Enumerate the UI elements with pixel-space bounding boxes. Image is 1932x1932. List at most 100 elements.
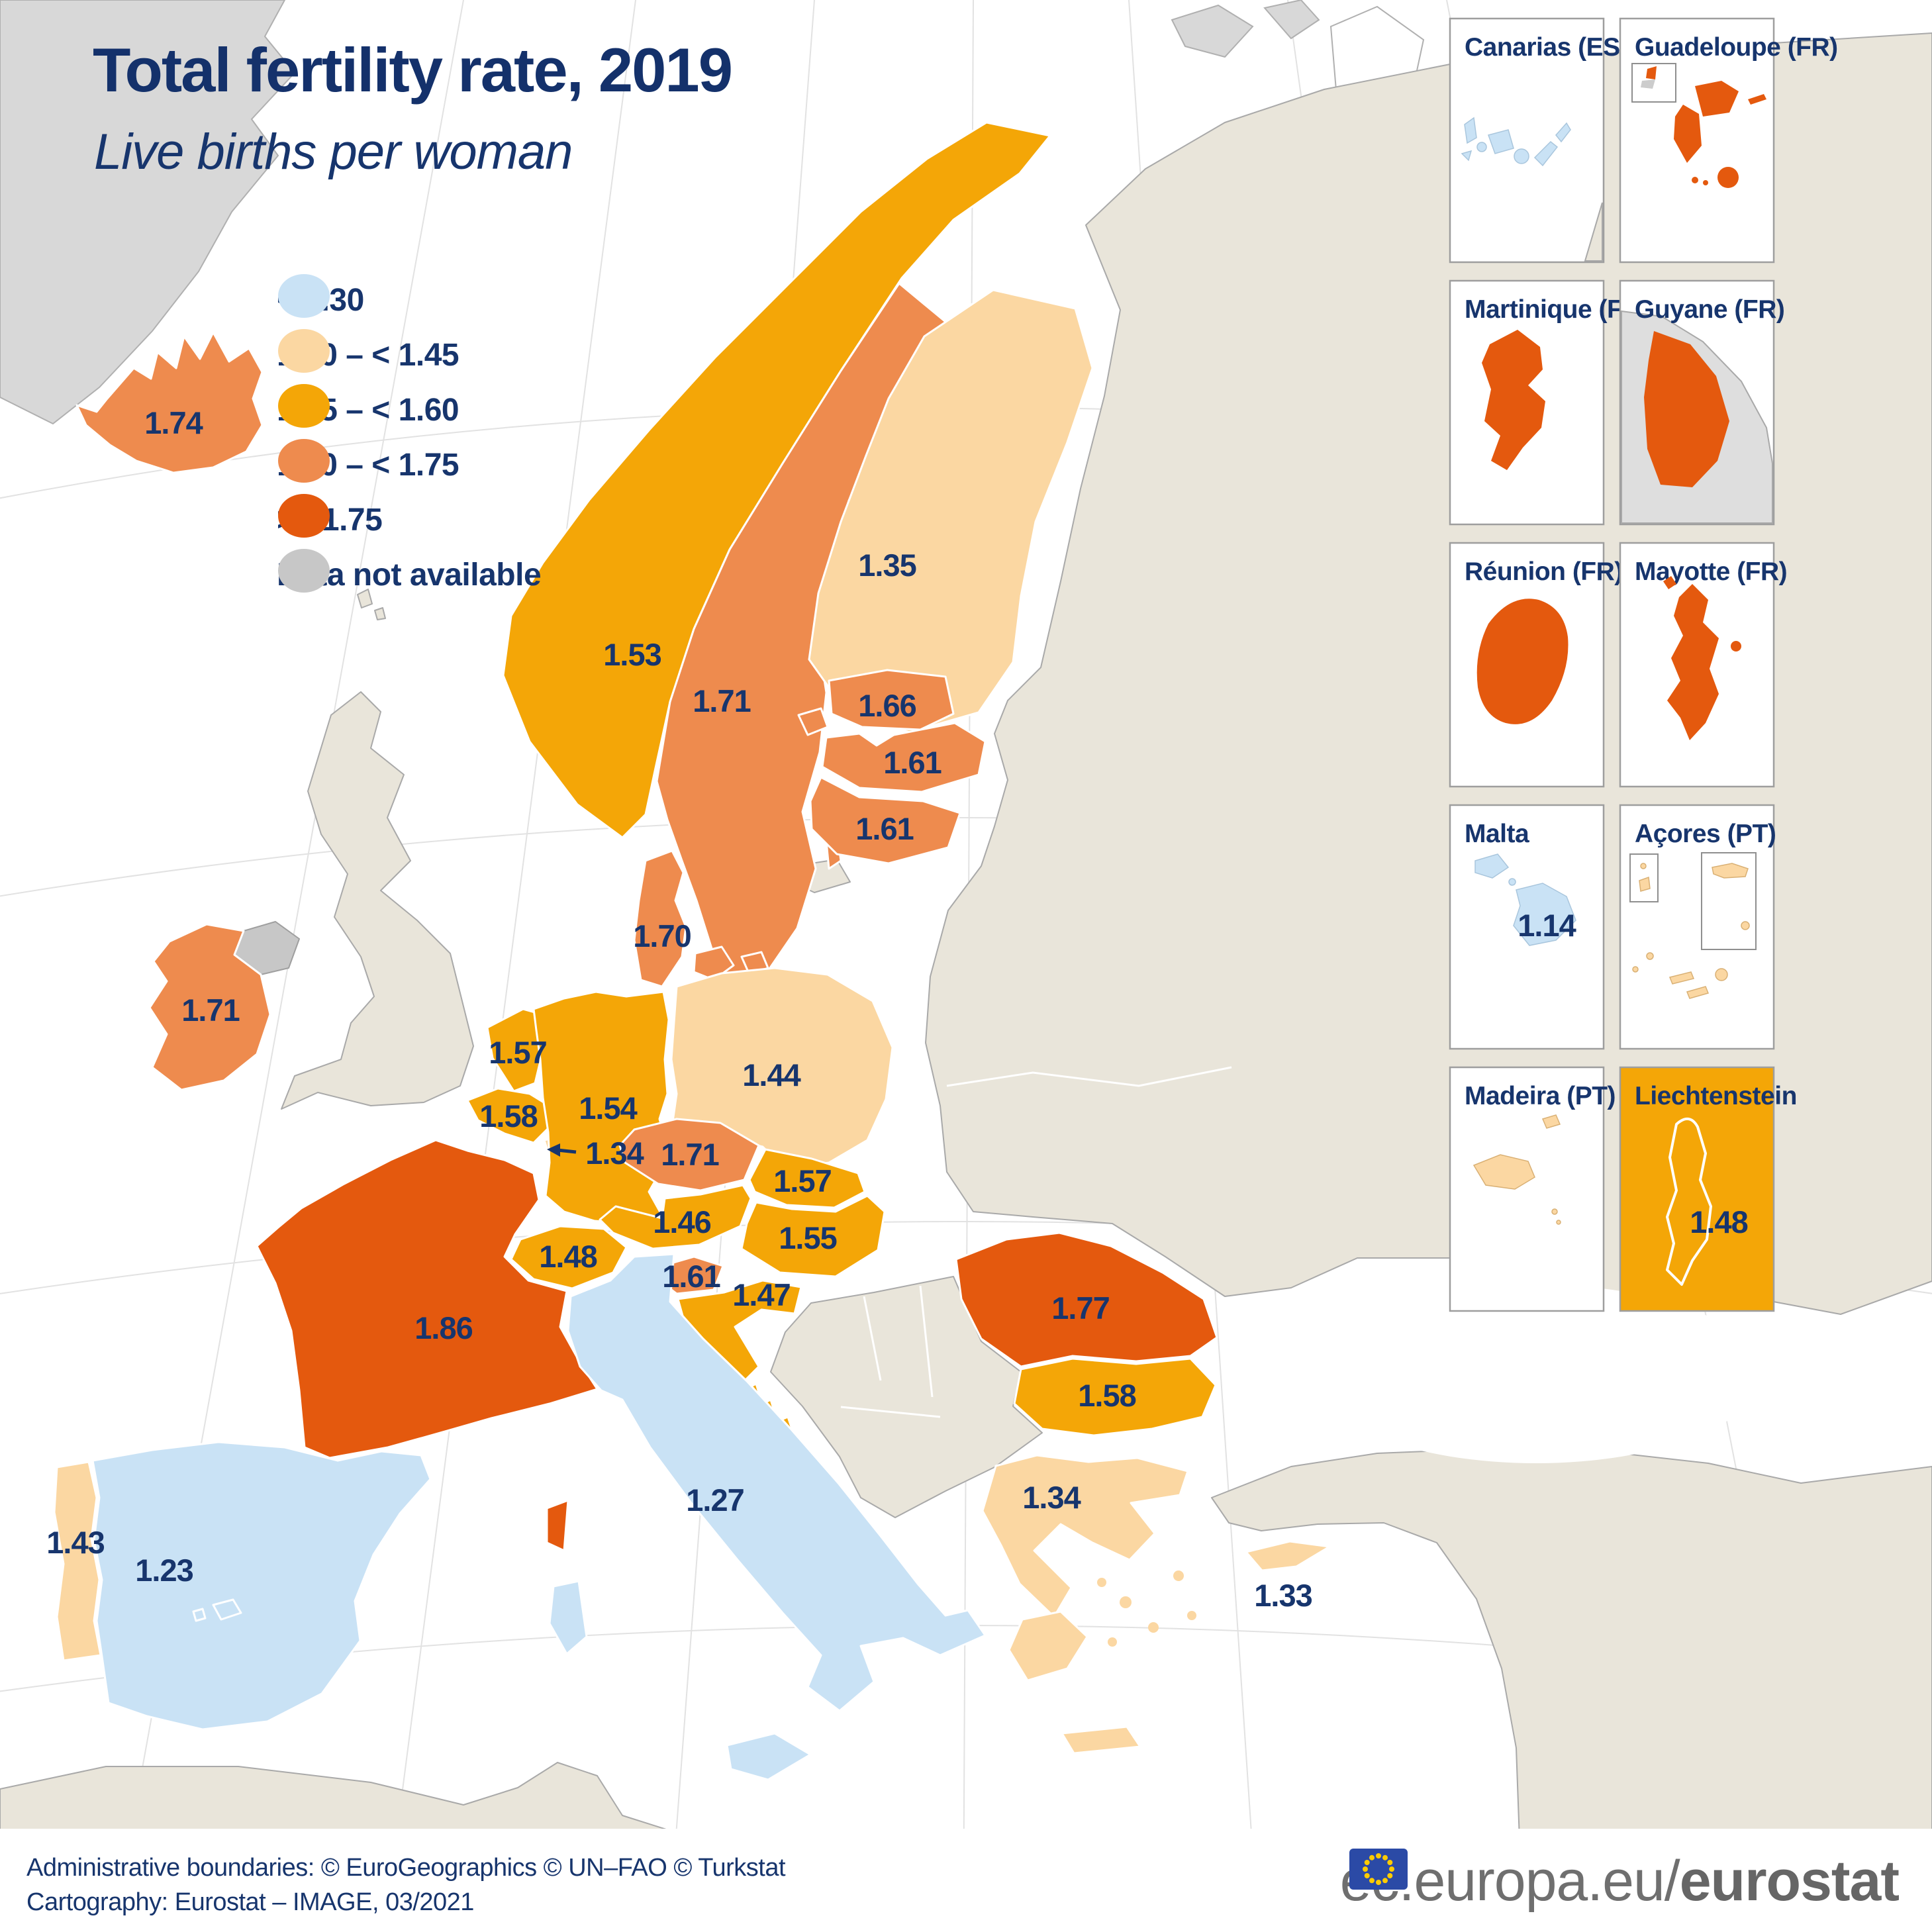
martinique-island bbox=[1482, 330, 1545, 470]
country-value-belgium: 1.58 bbox=[479, 1098, 537, 1134]
country-value-czechia: 1.71 bbox=[661, 1137, 718, 1172]
country-value-poland: 1.44 bbox=[742, 1057, 800, 1092]
country-shape-poland bbox=[670, 967, 894, 1171]
country-value-ireland: 1.71 bbox=[181, 992, 239, 1028]
corsica-shape bbox=[546, 1499, 569, 1552]
acores-islands bbox=[1632, 863, 1750, 999]
country-value-lithuania: 1.61 bbox=[855, 811, 913, 846]
country-value-finland: 1.35 bbox=[858, 548, 916, 583]
country-shape-slovakia bbox=[748, 1148, 866, 1209]
country-shape-finland bbox=[808, 289, 1094, 734]
peloponnese-shape bbox=[1008, 1610, 1088, 1682]
country-value-switzerland: 1.48 bbox=[539, 1239, 597, 1274]
inset-title-canarias: Canarias (ES) bbox=[1465, 33, 1628, 62]
country-shape-portugal bbox=[53, 1461, 102, 1662]
balearic-islands bbox=[192, 1598, 242, 1622]
country-shape-latvia bbox=[821, 722, 987, 793]
reunion-island bbox=[1476, 599, 1569, 724]
inset-title-madeira: Madeira (PT) bbox=[1465, 1082, 1616, 1110]
inset-title-liechtenstein: Liechtenstein bbox=[1635, 1082, 1797, 1110]
country-shape-greece bbox=[981, 1454, 1189, 1618]
eurostat-logo: ec.europa.eu/eurostat bbox=[1340, 1849, 1900, 1914]
country-value-denmark: 1.70 bbox=[633, 918, 691, 953]
country-shape-denmark bbox=[633, 849, 687, 988]
legend-row-130-145: 1.30 – < 1.45 bbox=[277, 328, 541, 383]
country-shape-romania bbox=[955, 1232, 1218, 1368]
inset-title-malta: Malta bbox=[1465, 820, 1529, 848]
legend-swatch-145-160 bbox=[278, 384, 330, 428]
country-value-greece: 1.34 bbox=[1022, 1480, 1081, 1515]
inset-title-mayotte: Mayotte (FR) bbox=[1635, 557, 1787, 586]
country-value-norway: 1.53 bbox=[603, 637, 661, 672]
inset-title-martinique: Martinique (FR) bbox=[1465, 295, 1649, 324]
eu-flag-icon bbox=[1349, 1849, 1408, 1890]
eurostat-logo-text: ec.europa.eu/eurostat bbox=[1340, 1849, 1900, 1914]
legend-swatch-ge175 bbox=[278, 494, 330, 538]
acores-subbox-west bbox=[1629, 853, 1659, 902]
inset-grid: Canarias (ES) Guadeloupe (FR) bbox=[1449, 17, 1838, 1312]
country-shape-estonia bbox=[828, 669, 955, 731]
madeira-islands bbox=[1473, 1114, 1561, 1225]
country-value-croatia: 1.47 bbox=[732, 1277, 790, 1312]
country-value-sweden: 1.71 bbox=[693, 683, 750, 718]
saint-martin-north bbox=[1646, 66, 1657, 79]
greenland-shape bbox=[0, 0, 296, 425]
country-shape-spain bbox=[91, 1441, 432, 1731]
eurostat-brand: eurostat bbox=[1679, 1849, 1900, 1913]
inset-title-reunion: Réunion (FR) bbox=[1465, 557, 1623, 586]
legend-row-ge175: >= 1.75 bbox=[277, 493, 541, 548]
country-value-iceland: 1.74 bbox=[144, 405, 203, 440]
legend-row-nodata: Data not available bbox=[277, 548, 542, 603]
inset-title-guyane: Guyane (FR) bbox=[1635, 295, 1784, 324]
country-value-france: 1.86 bbox=[414, 1310, 472, 1345]
country-shape-switzerland bbox=[510, 1225, 628, 1290]
country-shape-czechia bbox=[618, 1118, 760, 1192]
svalbard-shape bbox=[1171, 4, 1254, 58]
country-shape-italy bbox=[567, 1253, 987, 1712]
legend-row-145-160: 1.45 – < 1.60 bbox=[277, 383, 541, 438]
country-shape-netherlands bbox=[486, 1008, 548, 1092]
inset-madeira: Madeira (PT) bbox=[1449, 1066, 1616, 1312]
legend-row-160-175: 1.60 – < 1.75 bbox=[277, 438, 541, 493]
footer-band: Administrative boundaries: © EuroGeograp… bbox=[0, 1829, 1932, 1932]
country-value-latvia: 1.61 bbox=[883, 745, 941, 780]
inset-guyane: Guyane (FR) bbox=[1619, 279, 1785, 526]
country-value-austria: 1.46 bbox=[653, 1204, 710, 1239]
guyane-region bbox=[1644, 331, 1729, 487]
balkans-internal-borders bbox=[840, 1285, 941, 1418]
page-subtitle: Live births per woman bbox=[94, 124, 573, 180]
legend-swatch-130-145 bbox=[278, 329, 330, 373]
belarus-ukraine-border bbox=[946, 1066, 1232, 1087]
sardinia-shape bbox=[548, 1580, 588, 1655]
inset-reunion: Réunion (FR) bbox=[1449, 542, 1623, 788]
inset-canarias: Canarias (ES) bbox=[1449, 17, 1629, 264]
mayotte-islands bbox=[1663, 576, 1741, 740]
inset-guadeloupe: Guadeloupe (FR) bbox=[1619, 17, 1838, 264]
country-value-luxembourg: 1.34 bbox=[585, 1135, 644, 1171]
inset-acores: Açores (PT) bbox=[1619, 804, 1776, 1050]
sicily-shape bbox=[726, 1732, 812, 1781]
country-shape-lithuania bbox=[809, 776, 961, 865]
canarias-africa-corner bbox=[1584, 202, 1603, 262]
country-value-cyprus: 1.33 bbox=[1254, 1578, 1312, 1613]
inset-liechtenstein: Liechtenstein 1.48 bbox=[1619, 1066, 1797, 1312]
legend-swatch-lt130 bbox=[278, 274, 330, 318]
country-value-romania: 1.77 bbox=[1051, 1290, 1109, 1326]
country-shape-cyprus bbox=[1245, 1540, 1331, 1572]
canarias-islands bbox=[1461, 117, 1571, 167]
inset-mayotte: Mayotte (FR) bbox=[1619, 542, 1788, 788]
luxembourg-arrow bbox=[547, 1143, 577, 1157]
country-shape-austria bbox=[599, 1184, 752, 1250]
country-shape-bulgaria bbox=[1013, 1357, 1217, 1437]
footer-boundaries-credit: Administrative boundaries: © EuroGeograp… bbox=[26, 1854, 786, 1882]
country-value-netherlands: 1.57 bbox=[489, 1035, 546, 1070]
country-value-slovakia: 1.57 bbox=[773, 1163, 831, 1198]
guadeloupe-islands bbox=[1674, 81, 1766, 188]
country-value-estonia: 1.66 bbox=[858, 688, 916, 723]
aegean-islands bbox=[1097, 1570, 1196, 1647]
page-title: Total fertility rate, 2019 bbox=[93, 35, 733, 105]
country-shape-iceland bbox=[75, 331, 264, 474]
country-value-germany: 1.54 bbox=[579, 1090, 637, 1126]
